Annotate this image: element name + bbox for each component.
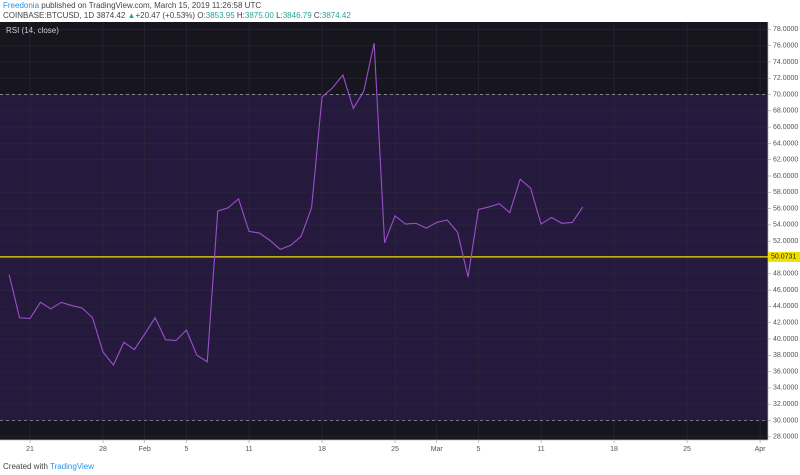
footer: Created with TradingView [3,462,94,471]
x-tick-label: 25 [683,446,691,453]
y-tick-label: 34.0000 [773,385,798,392]
x-tick-label: 5 [184,446,188,453]
chart: 28.0000 30.0000 32.0000 34.0000 36.0000 38.00… [0,22,800,453]
open-label: O: [197,11,206,20]
x-tick-label: 5 [477,446,481,453]
y-tick-label: 76.0000 [773,42,798,49]
x-tick-label: 18 [318,446,326,453]
x-tick-label: Feb [139,446,151,453]
author[interactable]: Freedonia [3,1,40,10]
y-tick-label: 72.0000 [773,75,798,82]
arrow: ▲ [127,11,136,20]
high: 3875.00 [244,11,274,20]
y-tick-label: 62.0000 [773,157,798,164]
publish-line: Freedonia published on TradingView.com, … [3,1,261,10]
quote-line: COINBASE:BTCUSD, 1D 3874.42 ▲+20.47 (+0.… [3,11,351,20]
y-tick-label: 56.0000 [773,205,798,212]
y-tick-label: 44.0000 [773,303,798,310]
low: 3846.79 [282,11,312,20]
x-tick-label: 21 [26,446,34,453]
low-label: L: [276,11,283,20]
open: 3853.95 [205,11,235,20]
x-tick-label: 18 [610,446,618,453]
close-label: C: [313,11,322,20]
brand[interactable]: TradingView [50,462,95,471]
y-tick-label: 36.0000 [773,368,798,375]
y-tick-label: 28.0000 [773,434,798,441]
hline-label: 50.0731 [771,254,796,261]
close: 3874.42 [321,11,351,20]
y-tick-label: 52.0000 [773,238,798,245]
y-tick-label: 70.0000 [773,91,798,98]
y-tick-label: 54.0000 [773,222,798,229]
y-tick-label: 66.0000 [773,124,798,131]
hline-badge [768,251,800,262]
x-tick-label: 28 [99,446,107,453]
y-tick-label: 40.0000 [773,336,798,343]
y-tick-label: 68.0000 [773,108,798,115]
x-tick-label: 25 [391,446,399,453]
rsi-line [8,43,584,367]
y-tick-label: 74.0000 [773,59,798,66]
x-tick-label: 11 [537,446,544,453]
change: +20.47 (+0.53%) [135,11,196,20]
x-tick-label: Mar [431,446,444,453]
y-tick-label: 60.0000 [773,173,798,180]
x-tick-label: Apr [755,446,767,453]
y-tick-label: 48.0000 [773,271,798,278]
y-tick-label: 64.0000 [773,140,798,147]
y-tick-label: 30.0000 [773,417,798,424]
y-tick-label: 38.0000 [773,352,798,359]
legend-label: RSI (14, close) [6,26,59,35]
y-tick-label: 78.0000 [773,26,798,33]
high-label: H: [236,11,245,20]
symbol: COINBASE:BTCUSD, 1D [3,11,95,20]
y-tick-label: 42.0000 [773,320,798,327]
y-tick-label: 32.0000 [773,401,798,408]
created: Created with [3,462,48,471]
last: 3874.42 [96,11,126,20]
y-tick-label: 46.0000 [773,287,798,294]
y-tick-label: 58.0000 [773,189,798,196]
x-tick-label: 11 [245,446,252,453]
published: published on TradingView.com, March 15, … [41,1,262,10]
